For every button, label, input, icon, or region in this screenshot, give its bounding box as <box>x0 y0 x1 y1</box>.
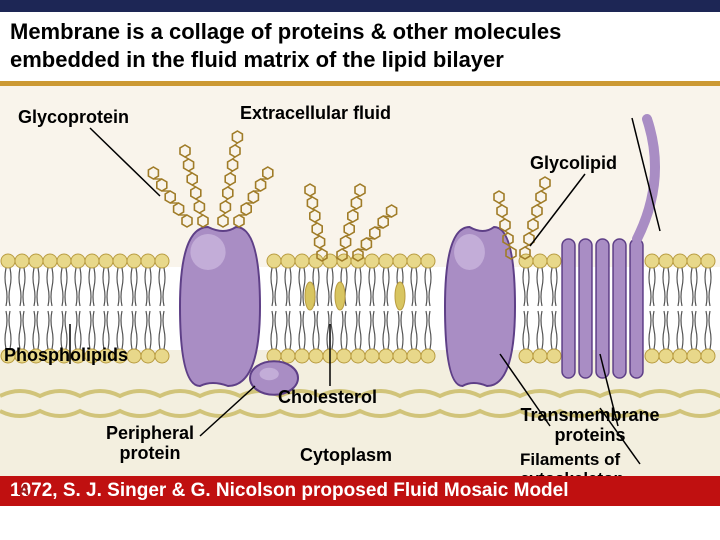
ap-mark: A <box>18 482 30 500</box>
top-bar <box>0 0 720 12</box>
label-extracellular-fluid: Extracellular fluid <box>240 104 391 124</box>
label-glycoprotein: Glycoprotein <box>18 108 129 128</box>
title-line-2: embedded in the fluid matrix of the lipi… <box>10 47 504 72</box>
label-cholesterol: Cholesterol <box>278 388 377 408</box>
label-cytoplasm: Cytoplasm <box>300 446 392 466</box>
slide-title: Membrane is a collage of proteins & othe… <box>0 12 720 81</box>
label-transmembrane-proteins: Transmembraneproteins <box>510 406 670 446</box>
bottom-caption: 1972, S. J. Singer & G. Nicolson propose… <box>0 476 720 506</box>
title-line-1: Membrane is a collage of proteins & othe… <box>10 19 561 44</box>
label-peripheral-protein: Peripheralprotein <box>100 424 200 464</box>
label-glycolipid: Glycolipid <box>530 154 617 174</box>
label-phospholipids: Phospholipids <box>4 346 128 366</box>
membrane-diagram: Glycoprotein Extracellular fluid Glycoli… <box>0 86 720 506</box>
bottom-caption-text: 1972, S. J. Singer & G. Nicolson propose… <box>10 480 569 501</box>
